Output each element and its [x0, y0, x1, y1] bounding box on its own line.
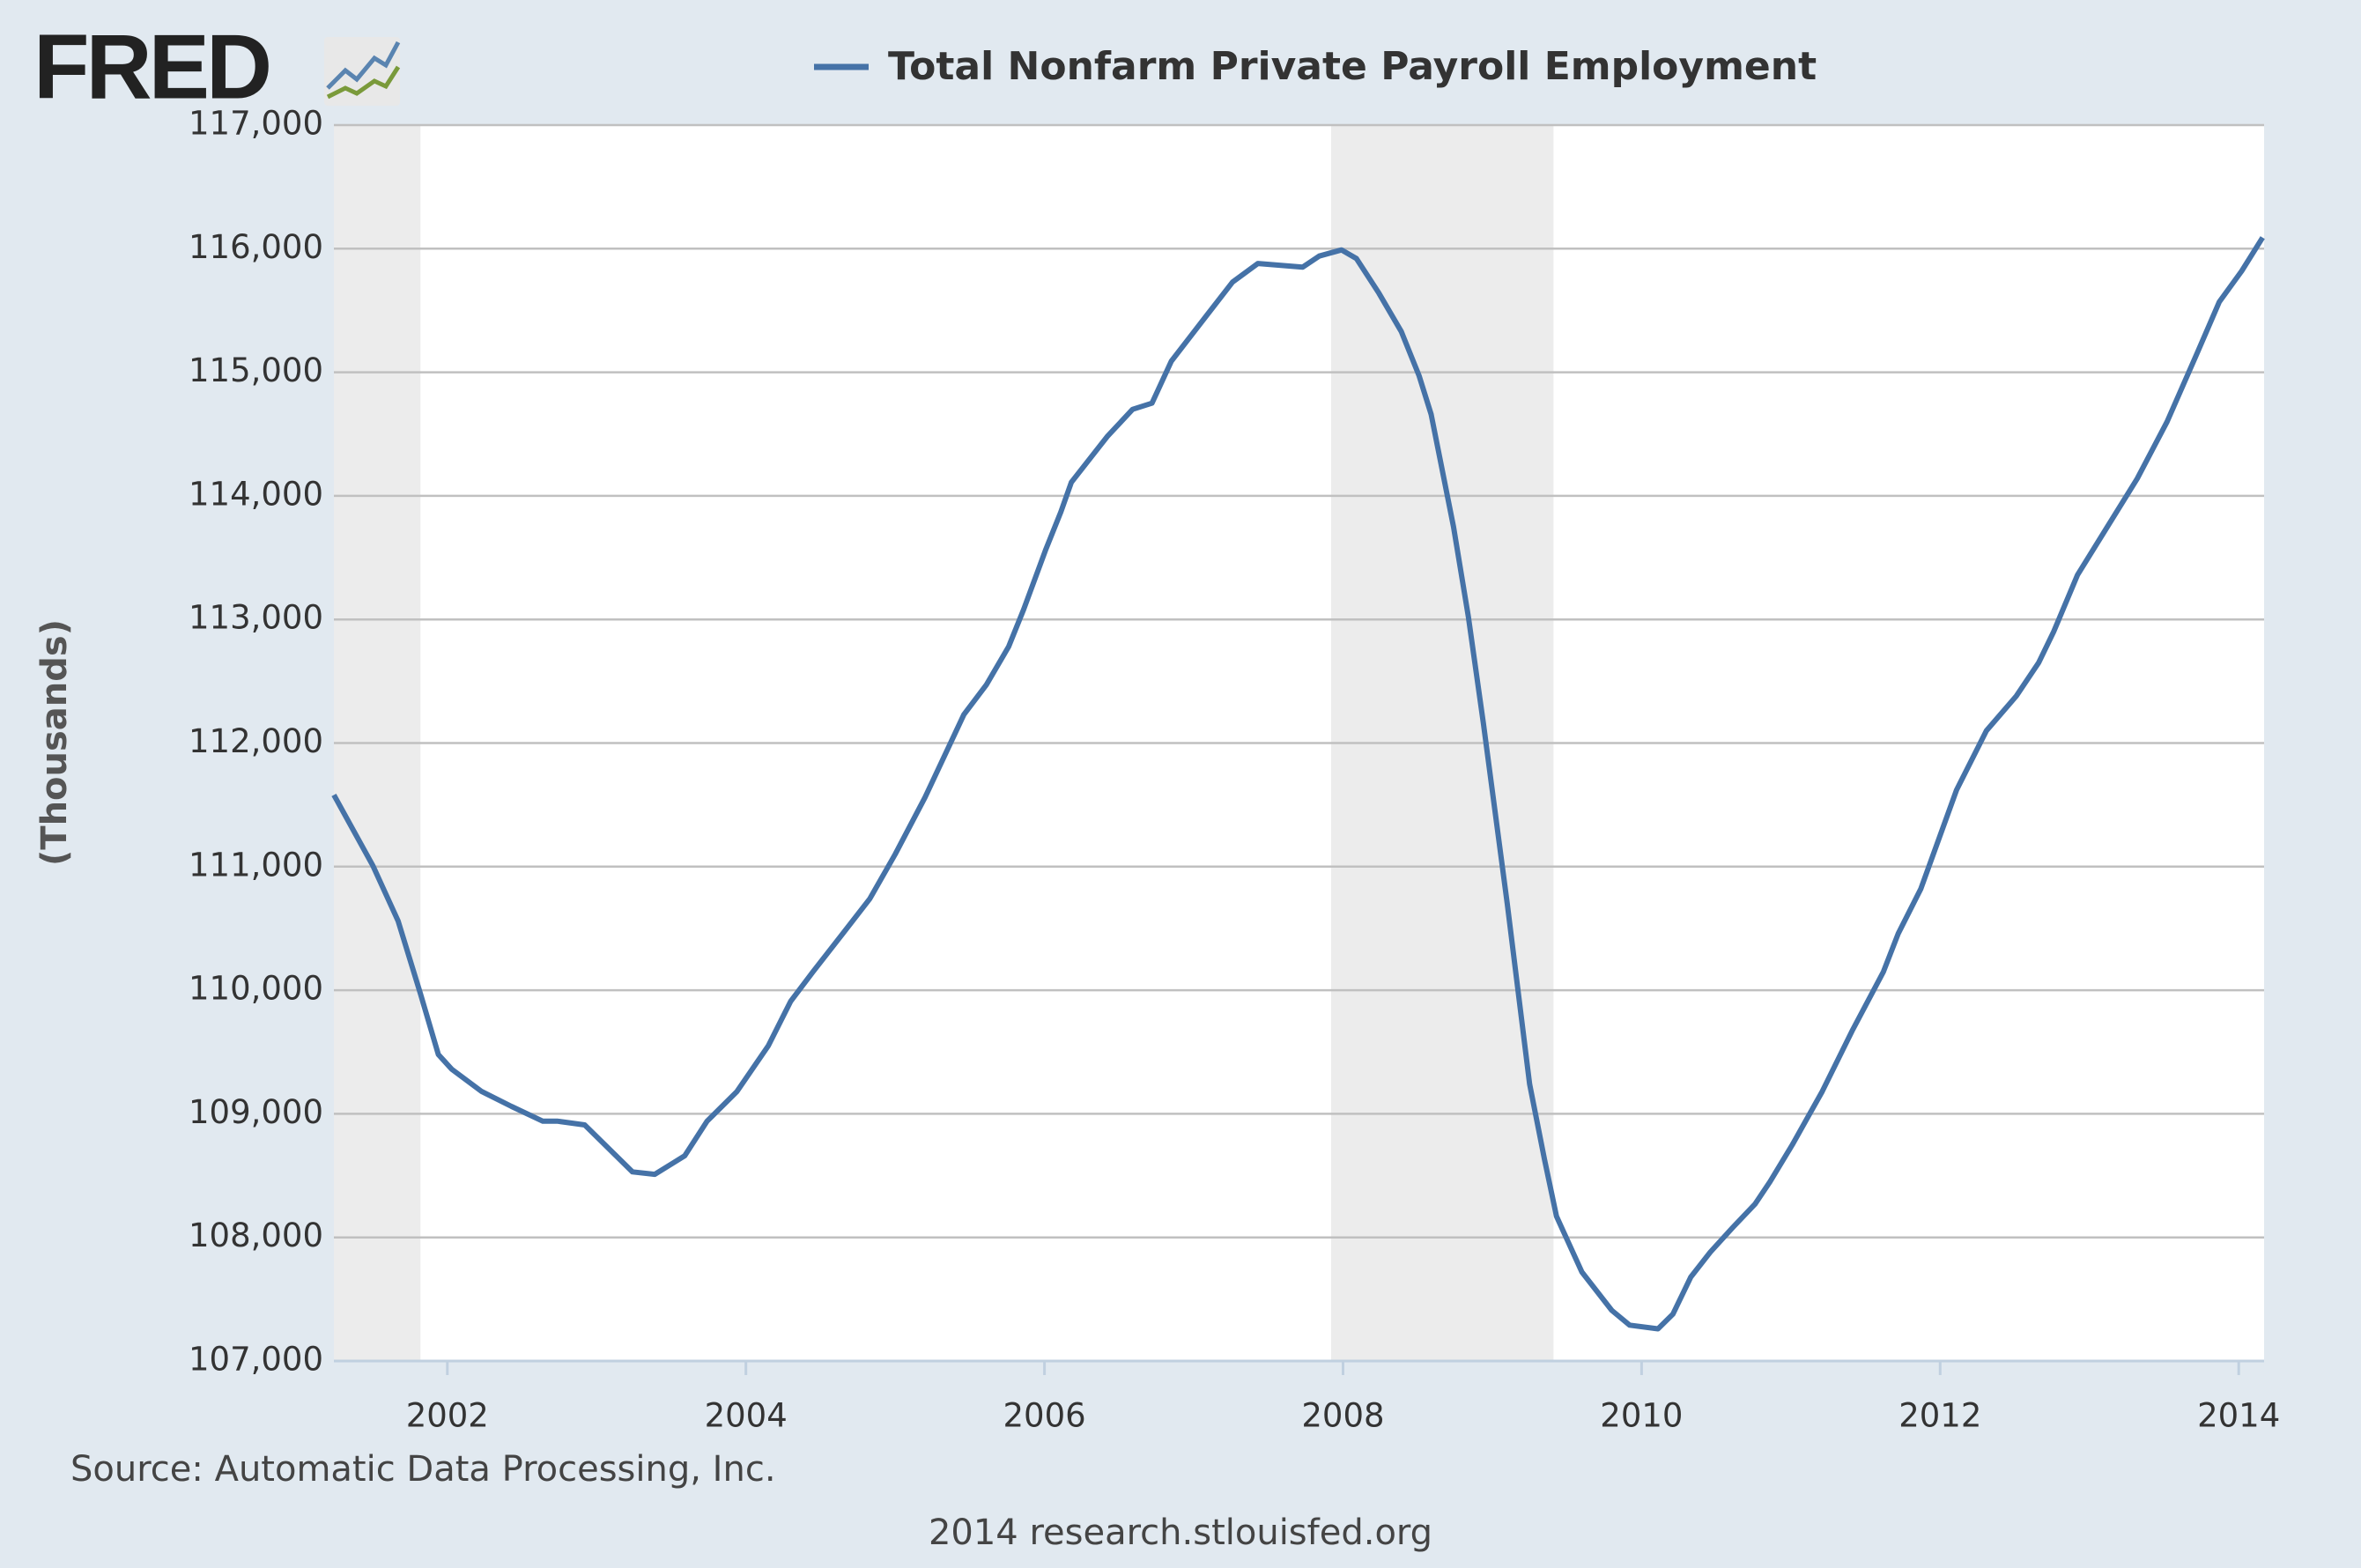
x-tick-label: 2006	[1003, 1397, 1086, 1435]
footer: 2014 research.stlouisfed.org	[929, 1513, 1432, 1553]
x-tick-label: 2014	[2197, 1397, 2280, 1435]
y-tick-label: 116,000	[189, 228, 323, 266]
y-tick-label: 113,000	[189, 599, 323, 637]
source: Source: Automatic Data Processing, Inc.	[70, 1449, 776, 1490]
y-tick-label: 107,000	[189, 1341, 323, 1379]
y-tick-label: 117,000	[189, 105, 323, 143]
logo-icon	[324, 37, 401, 106]
series-line	[331, 236, 2265, 1332]
y-tick-label: 114,000	[189, 475, 323, 513]
y-axis-label: (Thousands)	[34, 619, 75, 866]
legend-label: Total Nonfarm Private Payroll Employment	[888, 44, 1817, 89]
x-tick-label: 2008	[1301, 1397, 1384, 1435]
x-tick-label: 2004	[705, 1397, 788, 1435]
logo: FRED	[33, 16, 269, 118]
x-tick-label: 2010	[1600, 1397, 1683, 1435]
y-tick-label: 108,000	[189, 1217, 323, 1254]
y-tick-label: 112,000	[189, 722, 323, 760]
x-tick-label: 2002	[406, 1397, 489, 1435]
y-tick-label: 109,000	[189, 1093, 323, 1131]
y-tick-label: 110,000	[189, 970, 323, 1008]
y-tick-label: 111,000	[189, 846, 323, 884]
y-tick-label: 115,000	[189, 351, 323, 389]
x-tick-label: 2012	[1898, 1397, 1981, 1435]
